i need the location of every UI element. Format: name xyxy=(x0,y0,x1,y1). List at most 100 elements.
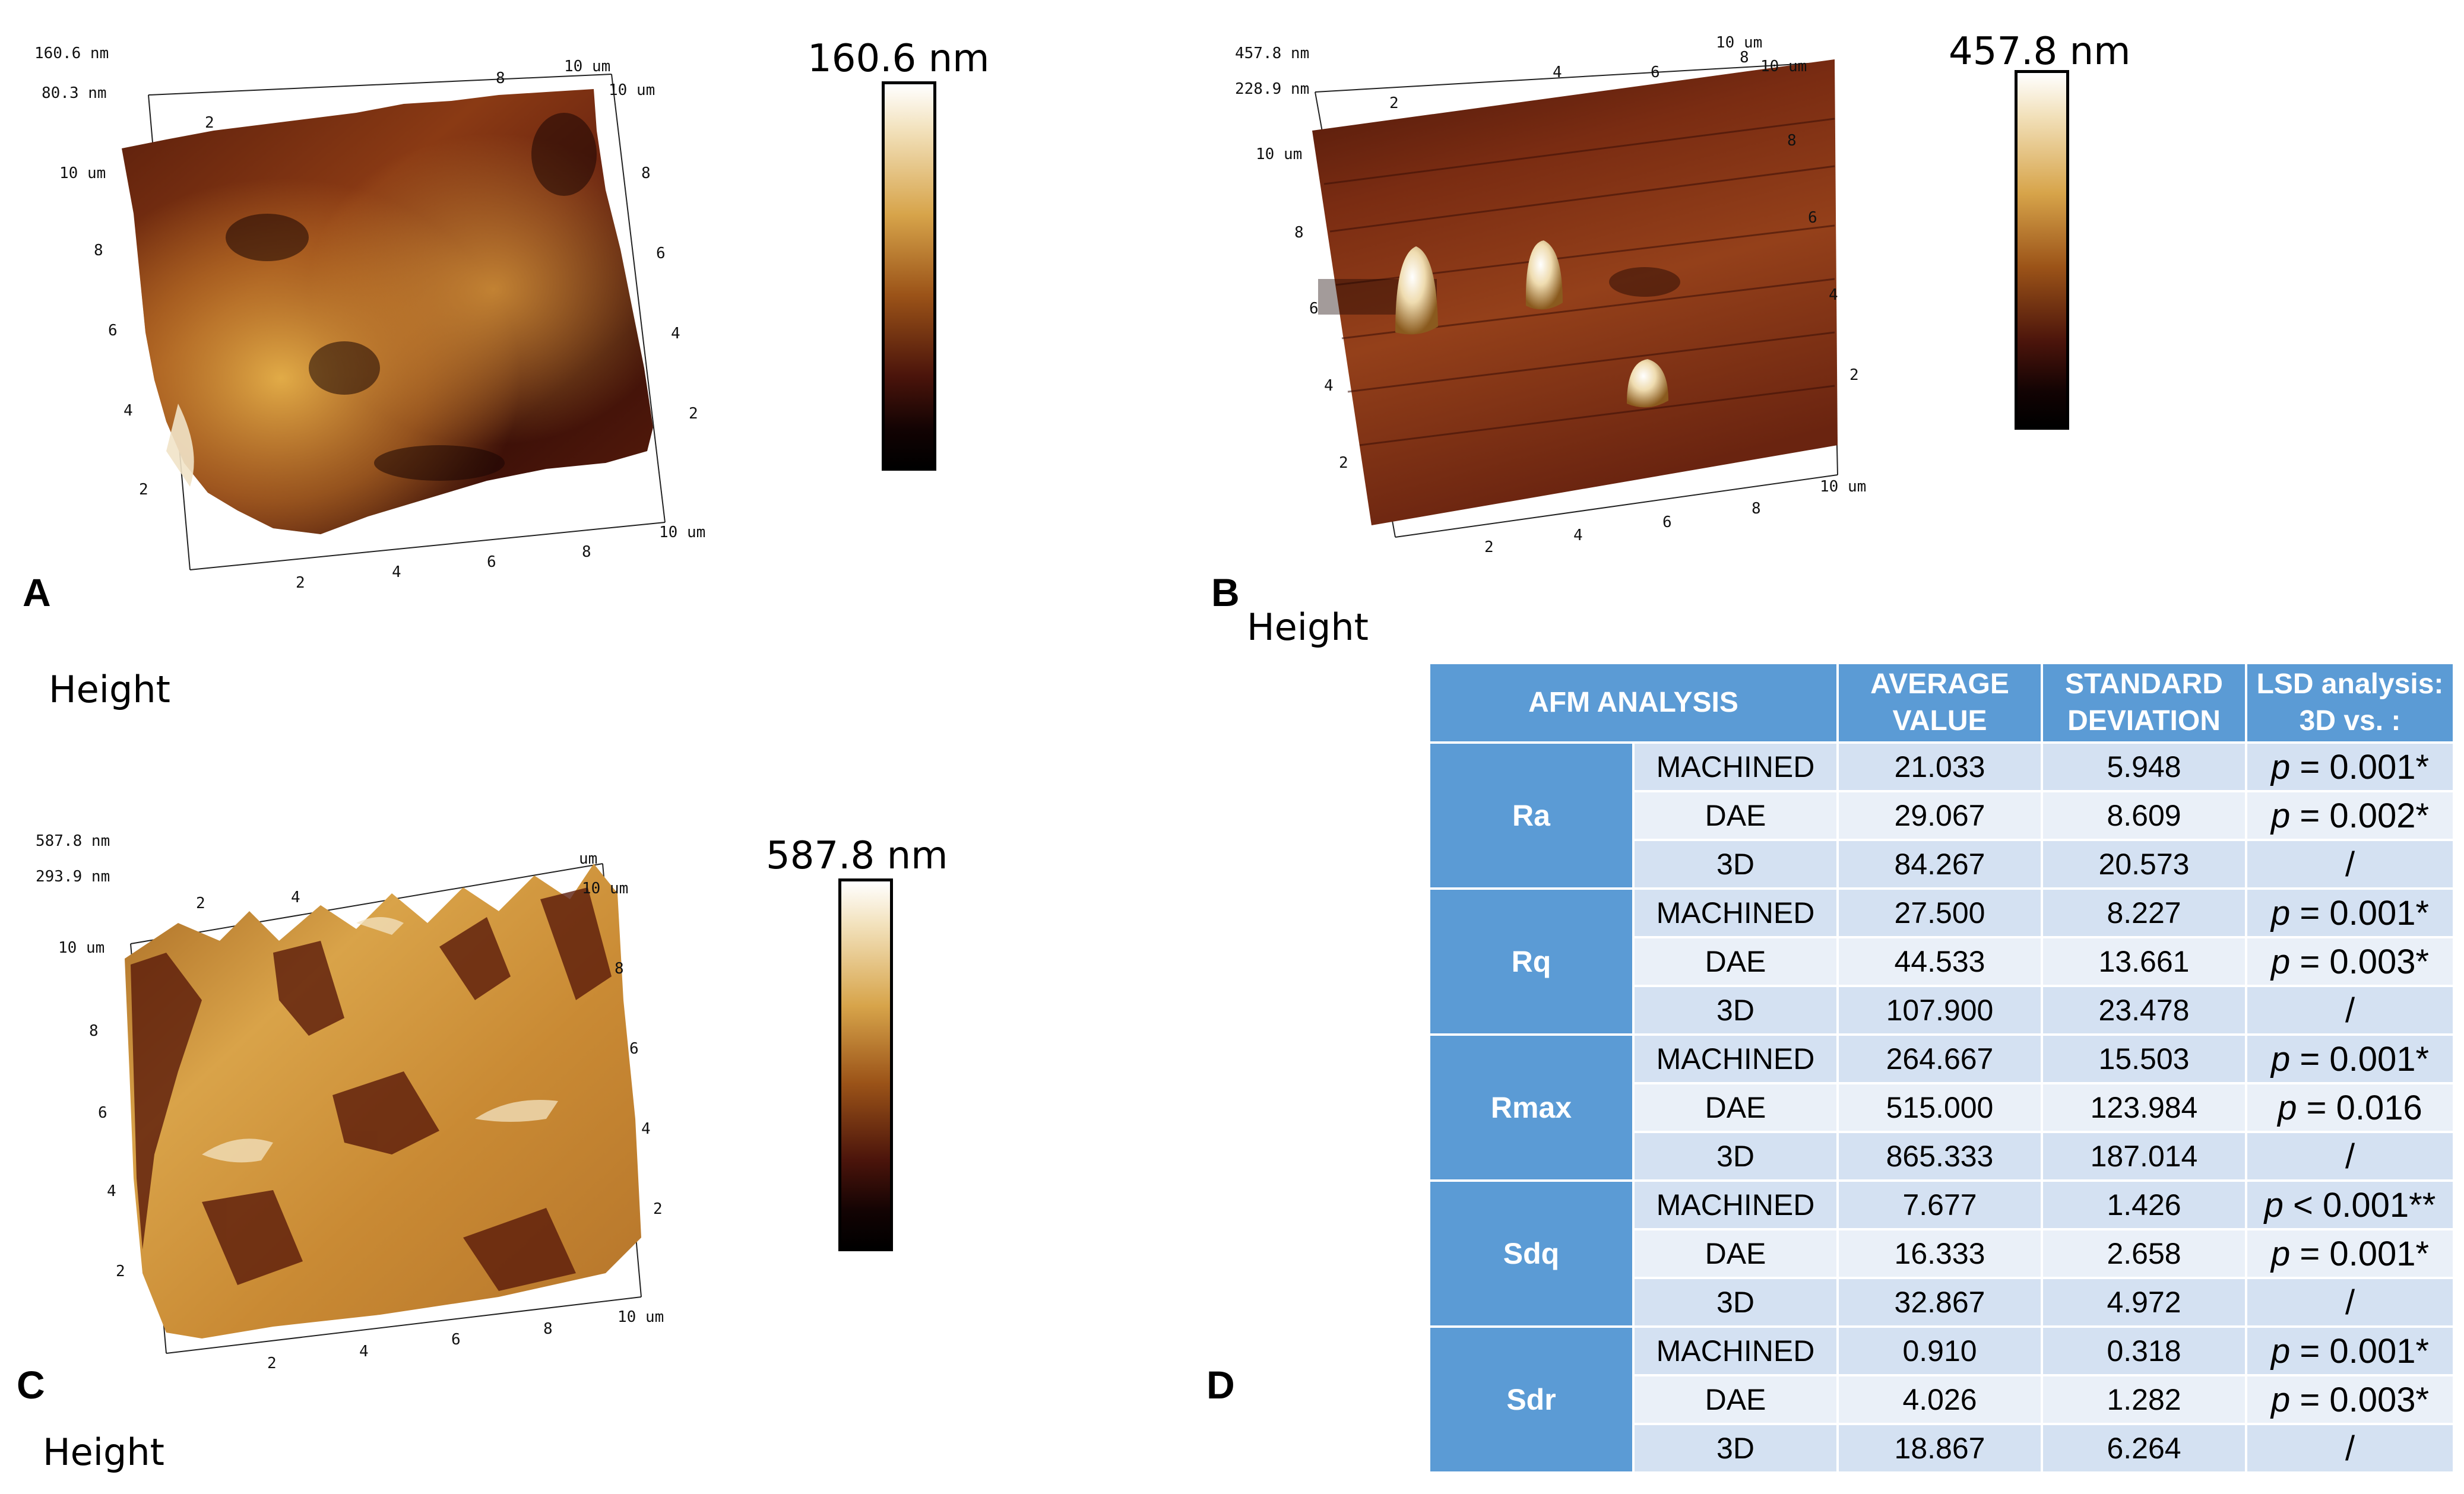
y-axis-end-a: 10 um xyxy=(59,164,106,182)
p-value: = 0.003* xyxy=(2290,1380,2430,1419)
param-cell: Rmax xyxy=(1430,1036,1632,1179)
p-symbol: p xyxy=(2270,1039,2291,1079)
p-value: < 0.001** xyxy=(2283,1185,2436,1225)
top-tick: 2 xyxy=(205,114,214,132)
lsd-cell: / xyxy=(2247,841,2453,887)
average-cell: 264.667 xyxy=(1839,1036,2041,1082)
average-cell: 16.333 xyxy=(1839,1230,2041,1277)
scale-max-a: 160.6 nm xyxy=(807,37,990,81)
lsd-cell: p = 0.003* xyxy=(2247,938,2453,985)
header-lsd-analysis: LSD analysis: 3D vs. : xyxy=(2247,664,2453,741)
p-value: = 0.002* xyxy=(2290,796,2430,835)
table-row: Sdq MACHINED 7.677 1.426 p < 0.001** xyxy=(1430,1182,2453,1325)
sample-cell: DAE xyxy=(1635,1084,1836,1131)
right-axis-end-a: 10 um xyxy=(609,81,655,99)
p-symbol: p xyxy=(2270,796,2291,835)
x-tick: 6 xyxy=(487,553,496,571)
std-dev-cell: 123.984 xyxy=(2043,1084,2245,1131)
x-axis-end-b: 10 um xyxy=(1820,478,1866,496)
table-row: 3D 18.867 6.264 / xyxy=(1430,1425,2453,1471)
param-cell: Sdr xyxy=(1430,1328,1632,1471)
std-dev-cell: 187.014 xyxy=(2043,1133,2245,1179)
sample-cell: DAE xyxy=(1635,1376,1836,1423)
table-row: Sdr MACHINED 0.910 0.318 p = 0.001* xyxy=(1430,1328,2453,1471)
afm-surface-c: 587.8 nm 293.9 nm 10 um 8 6 4 2 2 4 6 8 … xyxy=(36,832,664,1372)
y-axis-end-c: 10 um xyxy=(58,939,104,957)
lsd-cell: p = 0.001* xyxy=(2247,1328,2453,1374)
afm-surface-b: 457.8 nm 228.9 nm 10 um 8 6 4 2 2 4 6 8 … xyxy=(1235,34,1866,556)
y-tick: 8 xyxy=(94,242,103,259)
std-dev-cell: 1.282 xyxy=(2043,1376,2245,1423)
average-cell: 4.026 xyxy=(1839,1376,2041,1423)
p-value: / xyxy=(2345,1137,2355,1176)
average-cell: 865.333 xyxy=(1839,1133,2041,1179)
table-row: DAE 515.000 123.984 p = 0.016 xyxy=(1430,1084,2453,1131)
y-tick: 2 xyxy=(1339,454,1348,472)
p-value: / xyxy=(2345,845,2355,884)
header-afm-analysis: AFM ANALYSIS xyxy=(1430,664,1836,741)
sample-cell: MACHINED xyxy=(1635,744,1836,790)
top-tick: 4 xyxy=(1553,64,1562,81)
average-cell: 515.000 xyxy=(1839,1084,2041,1131)
lsd-cell: / xyxy=(2247,987,2453,1033)
p-symbol: p xyxy=(2270,893,2291,932)
table-row: Ra MACHINED 21.033 5.948 p = 0.001* xyxy=(1430,744,2453,887)
std-dev-cell: 15.503 xyxy=(2043,1036,2245,1082)
p-symbol: p xyxy=(2264,1185,2284,1225)
top-axis-end-a: 10 um xyxy=(564,58,610,75)
p-value: / xyxy=(2345,991,2355,1030)
panel-letter-c: C xyxy=(17,1363,45,1407)
y-tick: 2 xyxy=(139,481,148,499)
sample-cell: MACHINED xyxy=(1635,1036,1836,1082)
height-colorbar-c xyxy=(838,878,893,1251)
sample-cell: 3D xyxy=(1635,987,1836,1033)
param-cell: Sdq xyxy=(1430,1182,1632,1325)
p-value: / xyxy=(2345,1283,2355,1322)
table-body: Ra MACHINED 21.033 5.948 p = 0.001* DAE 29.067… xyxy=(1430,744,2453,1471)
average-cell: 84.267 xyxy=(1839,841,2041,887)
z-top-a: 160.6 nm xyxy=(34,45,109,62)
x-tick: 4 xyxy=(1573,526,1583,544)
p-value: = 0.001* xyxy=(2290,893,2430,932)
sample-cell: MACHINED xyxy=(1635,1182,1836,1228)
std-dev-cell: 8.609 xyxy=(2043,792,2245,839)
p-value: = 0.001* xyxy=(2290,747,2430,786)
p-symbol: p xyxy=(2270,1331,2291,1371)
sample-cell: DAE xyxy=(1635,792,1836,839)
top-tick: 8 xyxy=(1740,49,1749,66)
height-label-b: Height xyxy=(1247,605,1369,649)
lsd-cell: p = 0.001* xyxy=(2247,1036,2453,1082)
lsd-cell: p = 0.001* xyxy=(2247,890,2453,936)
std-dev-cell: 2.658 xyxy=(2043,1230,2245,1277)
p-value: = 0.001* xyxy=(2290,1331,2430,1371)
right-tick: 8 xyxy=(615,960,624,978)
z-top-b: 457.8 nm xyxy=(1235,45,1309,62)
right-tick: 6 xyxy=(656,245,666,262)
y-tick: 4 xyxy=(107,1182,116,1200)
lsd-cell: p = 0.002* xyxy=(2247,792,2453,839)
right-tick: 4 xyxy=(641,1120,651,1138)
std-dev-cell: 4.972 xyxy=(2043,1279,2245,1325)
top-tick: 4 xyxy=(291,889,300,906)
y-tick: 8 xyxy=(1294,224,1304,242)
p-value: = 0.001* xyxy=(2290,1234,2430,1273)
header-standard-deviation: STANDARD DEVIATION xyxy=(2043,664,2245,741)
top-axis-end-b: 10 um xyxy=(1716,34,1762,52)
lsd-cell: p = 0.016 xyxy=(2247,1084,2453,1131)
sample-cell: 3D xyxy=(1635,841,1836,887)
table-row: DAE 4.026 1.282 p = 0.003* xyxy=(1430,1376,2453,1423)
right-tick: 4 xyxy=(671,325,680,342)
z-mid-c: 293.9 nm xyxy=(36,868,110,886)
right-tick: 8 xyxy=(1787,132,1797,150)
y-tick: 4 xyxy=(1324,377,1334,395)
x-tick: 8 xyxy=(582,543,591,561)
y-tick: 2 xyxy=(116,1263,125,1280)
table-row: Rmax MACHINED 264.667 15.503 p = 0.001* xyxy=(1430,1036,2453,1179)
std-dev-cell: 23.478 xyxy=(2043,987,2245,1033)
panel-letter-a: A xyxy=(23,570,51,614)
scale-max-b: 457.8 nm xyxy=(1949,30,2131,74)
top-tick: 8 xyxy=(496,69,505,87)
p-symbol: p xyxy=(2270,1234,2291,1273)
right-tick: 6 xyxy=(629,1040,639,1058)
right-tick: 2 xyxy=(689,405,698,423)
